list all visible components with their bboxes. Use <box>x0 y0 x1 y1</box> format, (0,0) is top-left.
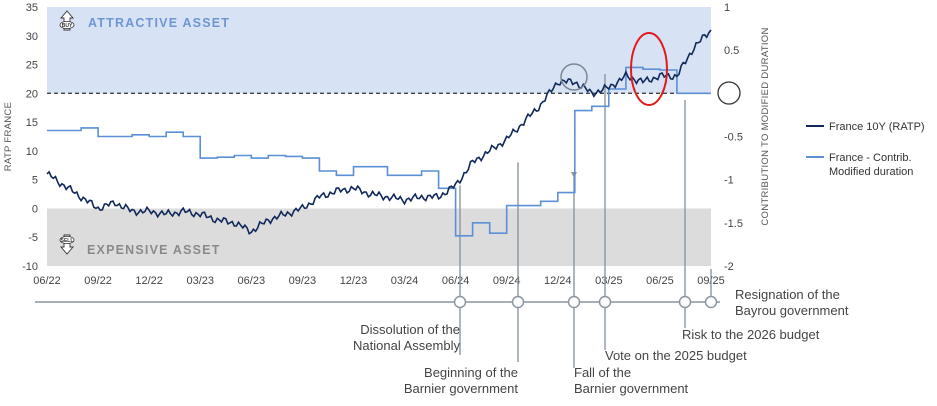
event-label: Fall of the <box>574 365 631 380</box>
x-tick-label: 03/23 <box>186 275 214 287</box>
y-tick-label-right: -1 <box>724 175 734 187</box>
x-tick-label: 12/22 <box>135 275 163 287</box>
x-tick-label: 06/24 <box>442 275 470 287</box>
timeline-node <box>567 295 581 309</box>
y-tick-label-right: -1.5 <box>724 218 743 230</box>
y-tick-label: 35 <box>26 2 38 14</box>
event-label: Vote on the 2025 budget <box>605 348 747 363</box>
badge-oval <box>59 235 75 244</box>
y-tick-label: 5 <box>32 175 38 187</box>
y-tick-label: -10 <box>22 261 38 273</box>
y-tick-label-right: -2 <box>724 261 734 273</box>
x-tick-label: 06/23 <box>238 275 266 287</box>
event-label: Resignation of the <box>735 287 840 302</box>
y-tick-label: 15 <box>26 117 38 129</box>
timeline-node <box>704 295 718 309</box>
event-label: Bayrou government <box>735 303 849 318</box>
event-label: National Assembly <box>353 338 460 353</box>
timeline-node <box>453 295 467 309</box>
x-tick-label: 03/24 <box>391 275 419 287</box>
y-axis-label-left: RATP FRANCE <box>3 102 14 171</box>
buy-arrow-icon: BUY <box>59 10 75 31</box>
attractive-zone <box>47 7 711 94</box>
event-label: Barnier government <box>574 381 689 396</box>
timeline-node <box>511 295 525 309</box>
y-tick-label-right: -0.5 <box>724 132 743 144</box>
event-label: Risk to the 2026 budget <box>682 327 820 342</box>
event-connectors <box>459 74 712 368</box>
highlight-circle-red <box>630 32 668 106</box>
expensive-asset-label: EXPENSIVE ASSET <box>87 243 221 257</box>
annotation-circles <box>560 32 741 106</box>
badge-text: BUY <box>62 23 73 29</box>
highlight-circle-dec24 <box>560 63 588 91</box>
x-tick-label: 06/22 <box>33 275 61 287</box>
y-tick-label: -5 <box>28 232 38 244</box>
x-tick-label: 12/24 <box>544 275 572 287</box>
event-label: Dissolution of the <box>360 322 460 337</box>
event-label: Beginning of the <box>424 365 518 380</box>
y-tick-label-right: 1 <box>724 2 730 14</box>
x-tick-label: 12/23 <box>340 275 368 287</box>
timeline-node <box>678 295 692 309</box>
event-label: Barnier government <box>404 381 519 396</box>
highlight-circle-zero <box>717 81 741 105</box>
x-tick-label: 06/25 <box>646 275 674 287</box>
y-tick-label: 10 <box>26 146 38 158</box>
y-axis-label-right: CONTRIBUTION TO MODIFIED DURATION <box>760 27 771 225</box>
series-line-contrib <box>47 66 711 237</box>
legend: France 10Y (RATP) France - Contrib. Modifi… <box>806 121 925 178</box>
legend-label-rate: France 10Y (RATP) <box>829 121 925 133</box>
x-tick-label: 09/24 <box>493 275 521 287</box>
y-tick-label: 0 <box>32 203 38 215</box>
x-axis: 06/22 09/22 12/22 03/23 06/23 09/23 12/23 03/24… <box>33 275 725 287</box>
y-tick-label: 25 <box>26 60 38 72</box>
y-tick-label: 30 <box>26 31 38 43</box>
attractive-asset-label: ATTRACTIVE ASSET <box>88 16 230 30</box>
timeline-node <box>598 295 612 309</box>
sell-arrow-icon: SELL <box>59 234 75 255</box>
y-tick-label-right: 0.5 <box>724 45 739 57</box>
x-tick-label: 03/25 <box>595 275 623 287</box>
legend-label-contrib: France - Contrib. <box>829 152 912 164</box>
expensive-zone <box>47 208 711 266</box>
legend-label-contrib-2: Modified duration <box>829 166 913 178</box>
series-line-rate <box>46 29 712 235</box>
badge-oval <box>59 20 75 29</box>
badge-text: SELL <box>61 238 74 244</box>
zone-labels: BUY ATTRACTIVE ASSET SELL EXPENSIVE ASSET <box>59 10 230 257</box>
y-axis-left: 35 30 25 20 15 10 5 0 -5 -10 <box>22 2 38 273</box>
x-tick-label: 09/22 <box>84 275 112 287</box>
y-axis-right: 10.50-0.5-1-1.5-2 <box>724 2 743 273</box>
x-tick-label: 09/23 <box>289 275 317 287</box>
y-tick-label: 20 <box>26 88 38 100</box>
